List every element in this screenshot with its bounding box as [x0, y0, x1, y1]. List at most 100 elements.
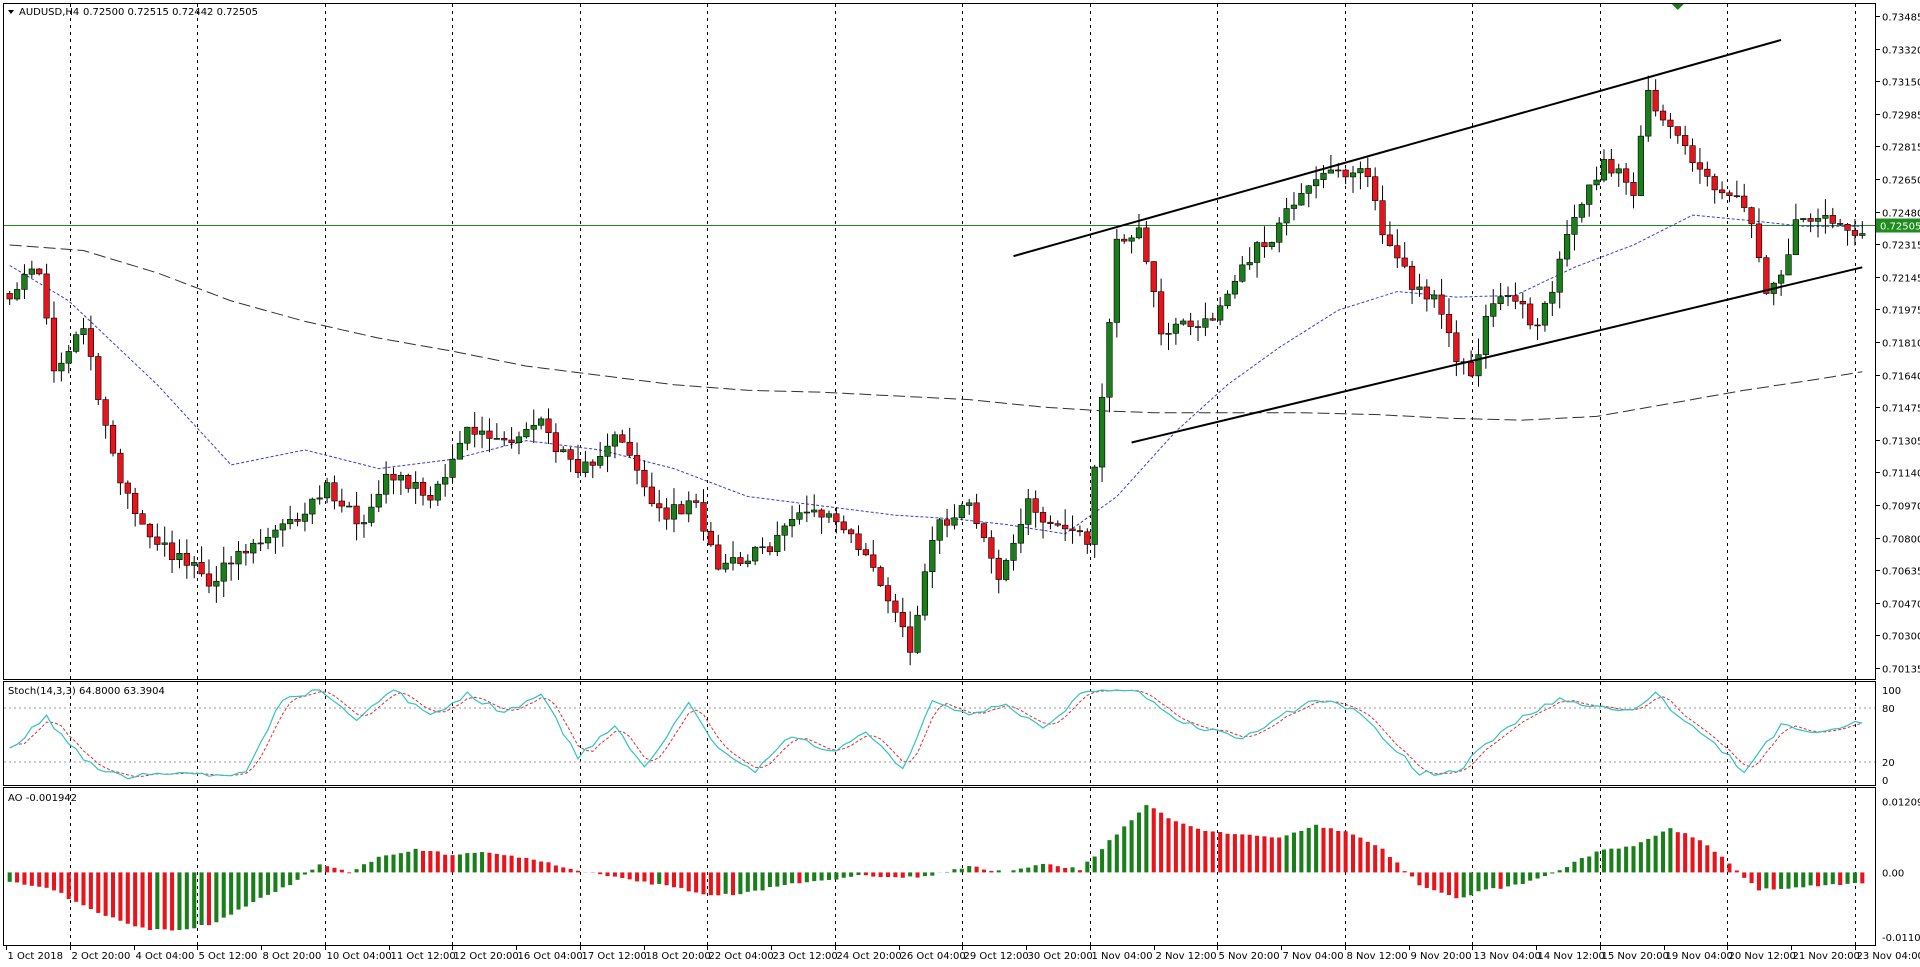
price-axis: 0.73485 0.73320 0.73150 0.72985 0.72815 0.726…: [1876, 13, 1920, 676]
candle: [862, 542, 869, 557]
candle: [1674, 126, 1681, 144]
candle: [1763, 255, 1770, 295]
symbol-header: AUDUSD,H4 0.72500 0.72515 0.72442 0.7250…: [8, 7, 258, 18]
candle: [818, 508, 825, 534]
candle: [1748, 206, 1755, 239]
time-tick-label: 13 Nov 04:00: [1474, 951, 1541, 962]
price-tick-label: 0.71305: [1882, 437, 1920, 448]
symbol-label: AUDUSD,H4: [19, 7, 79, 18]
candle: [980, 522, 988, 543]
candle: [766, 542, 774, 556]
candle: [1682, 125, 1689, 155]
candle: [877, 565, 884, 587]
stoch-tick-label: 0: [1882, 776, 1888, 787]
candle: [685, 491, 692, 523]
candle: [198, 546, 205, 577]
candle: [796, 504, 803, 525]
candle: [102, 396, 109, 439]
candle: [109, 420, 117, 457]
candle: [390, 467, 397, 495]
candle: [774, 521, 781, 557]
candle: [1342, 168, 1349, 185]
candle: [1401, 242, 1408, 269]
candle: [781, 523, 788, 551]
price-tick-label: 0.73320: [1882, 46, 1920, 57]
time-tick-label: 5 Nov 20:00: [1219, 951, 1280, 962]
candle: [936, 518, 943, 555]
candle: [1150, 261, 1157, 308]
price-tick-label: 0.70635: [1882, 567, 1920, 578]
candle: [1600, 149, 1608, 183]
candle: [213, 566, 220, 603]
candle: [693, 493, 700, 508]
candle: [1076, 525, 1084, 537]
price-panel[interactable]: AUDUSD,H4 0.72500 0.72515 0.72442 0.7250…: [3, 3, 1876, 680]
trend-lines[interactable]: [1013, 38, 1863, 444]
time-tick-label: 9 Nov 20:00: [1411, 951, 1472, 962]
candle: [1106, 318, 1113, 413]
candle: [1239, 255, 1246, 283]
candle: [95, 353, 102, 406]
candle: [744, 554, 751, 568]
candle: [419, 477, 427, 506]
price-tick-label: 0.70800: [1882, 535, 1920, 546]
candle: [1069, 515, 1076, 544]
candle: [250, 539, 257, 564]
candle: [1822, 199, 1829, 234]
candle: [1785, 238, 1792, 276]
candle: [1135, 213, 1143, 240]
candle: [117, 448, 124, 495]
candle: [892, 593, 899, 623]
candle: [1468, 350, 1475, 378]
candle: [1512, 282, 1519, 310]
candle: [1792, 203, 1799, 255]
price-tick-label: 0.72650: [1882, 176, 1920, 187]
candle: [375, 480, 382, 513]
candle: [1755, 208, 1763, 263]
candle: [1859, 221, 1866, 239]
candle: [36, 268, 43, 276]
candle: [788, 505, 796, 538]
candle: [21, 264, 28, 299]
candle: [1025, 488, 1032, 536]
candle: [1290, 192, 1298, 221]
ao-histogram: [7, 805, 1865, 931]
stoch-signal-line: [9, 689, 1863, 778]
time-tick-label: 23 Nov 04:00: [1857, 951, 1920, 962]
candle: [1194, 320, 1202, 342]
candle: [205, 559, 213, 594]
price-tick-label: 0.72315: [1882, 241, 1920, 252]
candle: [700, 489, 707, 541]
candle: [1571, 204, 1578, 251]
candle: [995, 549, 1002, 594]
stoch-tick-label: 100: [1882, 686, 1901, 697]
candle: [1158, 278, 1165, 346]
ao-panel[interactable]: AO -0.001942: [3, 787, 1876, 946]
candle: [434, 480, 441, 506]
time-tick-label: 29 Oct 12:00: [964, 951, 1029, 962]
time-grid-lines: [70, 4, 1856, 679]
stochastic-panel[interactable]: Stoch(14,3,3) 64.8000 63.3904: [3, 681, 1876, 786]
time-tick-label: 2 Nov 12:00: [1156, 951, 1217, 962]
high-arrow-icon: [1671, 4, 1684, 10]
candle: [301, 502, 309, 532]
candle: [1364, 157, 1371, 187]
trend-line[interactable]: [1131, 266, 1863, 444]
candle: [73, 331, 80, 354]
candle: [1490, 289, 1497, 328]
price-tick-label: 0.72480: [1882, 209, 1920, 220]
price-tick-label: 0.70470: [1882, 600, 1920, 611]
candle: [1733, 180, 1740, 199]
candle: [1851, 218, 1859, 246]
time-tick-label: 7 Nov 04:00: [1283, 951, 1344, 962]
candle: [353, 492, 360, 541]
time-tick-label: 18 Oct 20:00: [646, 951, 711, 962]
time-tick-label: 1 Oct 2018: [8, 951, 63, 962]
time-tick-label: 22 Oct 04:00: [709, 951, 774, 962]
candle: [412, 471, 419, 505]
trend-line[interactable]: [1013, 38, 1782, 258]
ao-header: AO -0.001942: [8, 793, 77, 804]
candle: [715, 534, 722, 571]
